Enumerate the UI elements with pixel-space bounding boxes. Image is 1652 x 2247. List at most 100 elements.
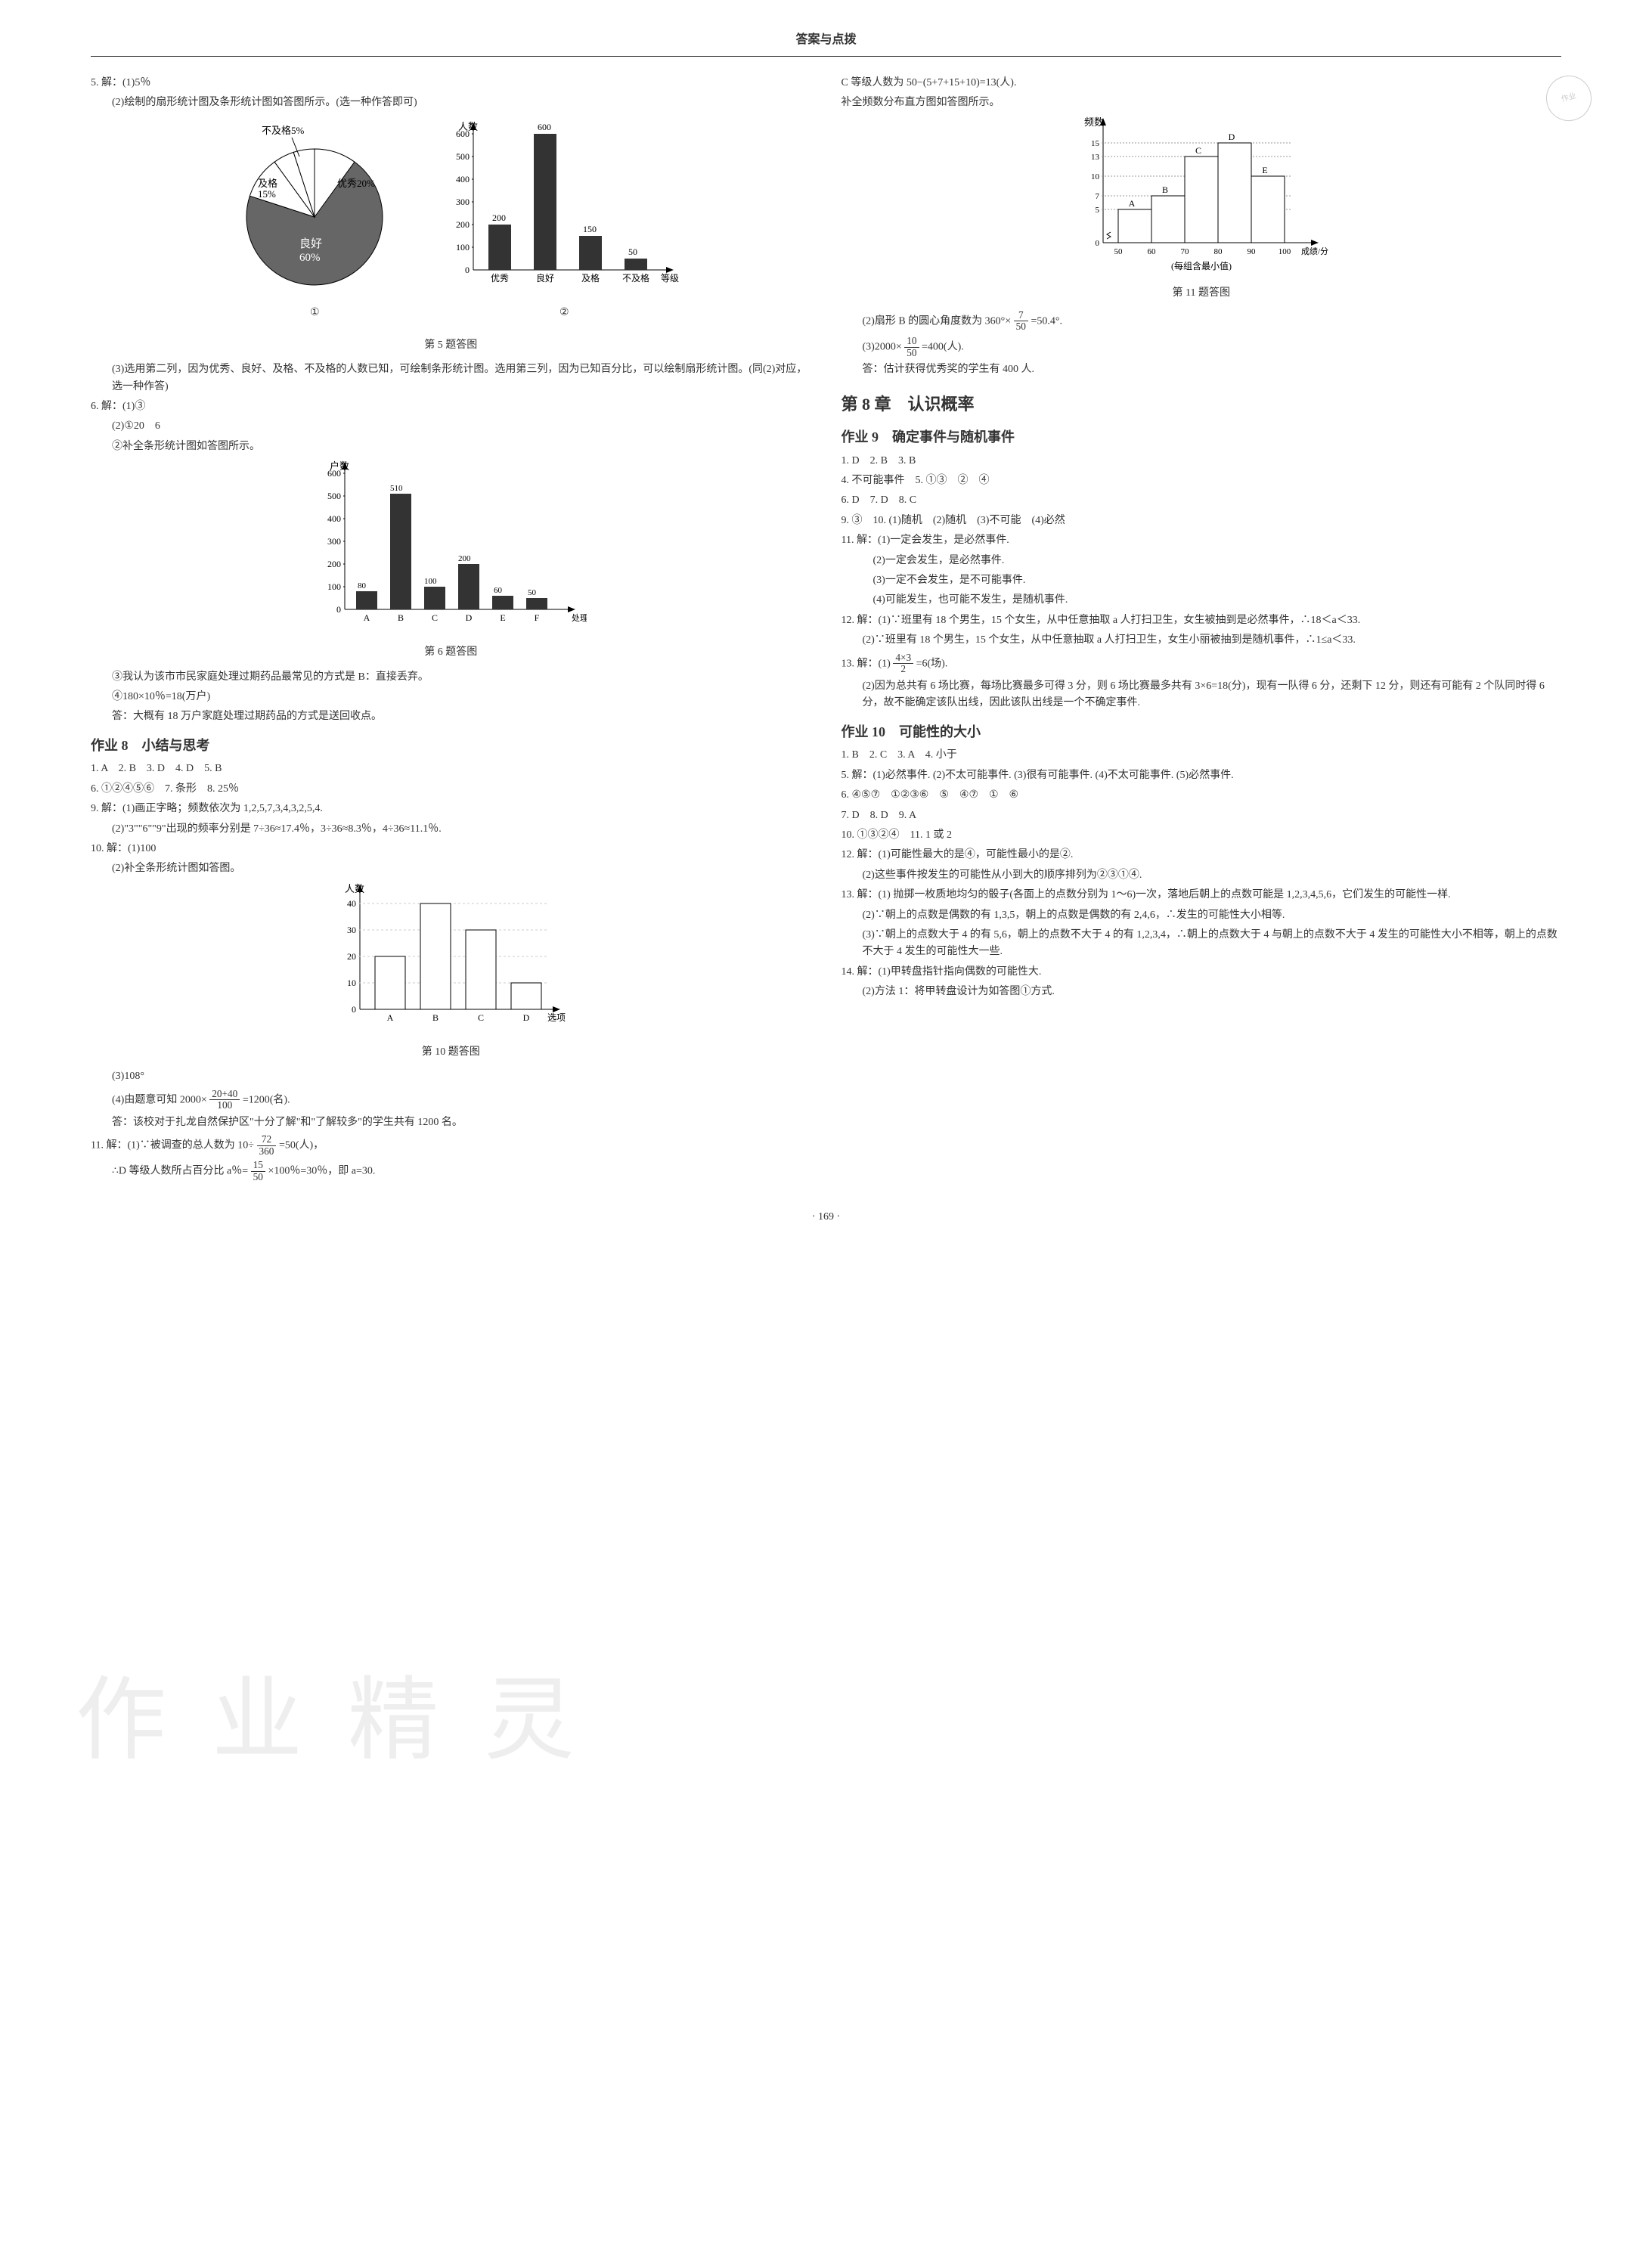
svg-text:B: B bbox=[432, 1012, 439, 1023]
svg-text:60: 60 bbox=[1147, 247, 1156, 256]
svg-text:50: 50 bbox=[528, 588, 537, 597]
svg-text:0: 0 bbox=[1095, 239, 1099, 248]
svg-text:频数: 频数 bbox=[1084, 116, 1104, 128]
svg-text:80: 80 bbox=[358, 581, 367, 590]
svg-text:C: C bbox=[1195, 145, 1201, 156]
text-line: 9. 解：(1)画正字略；频数依次为 1,2,5,7,3,4,3,2,5,4. bbox=[91, 801, 811, 817]
text-line: (2)①20 6 bbox=[91, 418, 811, 435]
svg-text:60%: 60% bbox=[299, 252, 321, 264]
bar-chart-q5: 人数 0 100 200 300 400 500 600 200 bbox=[443, 119, 685, 329]
text-line: 4. 不可能事件 5. ①③ ② ④ bbox=[841, 473, 1562, 489]
text-line: (2)补全条形统计图如答图。 bbox=[91, 860, 811, 877]
svg-text:选项: 选项 bbox=[547, 1012, 566, 1023]
charts-q5: 优秀20% 及格 15% 良好 60% 不及格5% ① bbox=[91, 119, 811, 329]
text-span: (4)由题意可知 2000× bbox=[112, 1094, 207, 1105]
text-line: (2)∵班里有 18 个男生，15 个女生，从中任意抽取 a 人打扫卫生，女生小… bbox=[841, 632, 1562, 649]
chart-caption: 第 10 题答图 bbox=[91, 1044, 811, 1061]
svg-text:200: 200 bbox=[456, 219, 470, 230]
text-line: 6. 解：(1)③ bbox=[91, 398, 811, 415]
text-line: ∴D 等级人数所占百分比 a％= 1550 ×100％=30％，即 a=30. bbox=[91, 1160, 811, 1182]
text-line: 1. A 2. B 3. D 4. D 5. B bbox=[91, 761, 811, 777]
svg-text:510: 510 bbox=[390, 484, 403, 493]
svg-text:D: D bbox=[466, 612, 473, 623]
svg-text:15%: 15% bbox=[258, 188, 276, 200]
svg-text:0: 0 bbox=[336, 604, 341, 615]
text-line: 6. ④⑤⑦ ①②③⑥ ⑤ ④⑦ ① ⑥ bbox=[841, 787, 1562, 804]
text-line: 14. 解：(1)甲转盘指针指向偶数的可能性大. bbox=[841, 964, 1562, 981]
text-span: (2)扇形 B 的圆心角度数为 360°× bbox=[863, 315, 1012, 327]
fraction: 1550 bbox=[251, 1160, 265, 1182]
text-line: (3)2000× 1050 =400(人). bbox=[841, 336, 1562, 358]
svg-text:D: D bbox=[1228, 132, 1235, 142]
svg-text:600: 600 bbox=[538, 122, 551, 132]
pie-chart-q5: 优秀20% 及格 15% 良好 60% 不及格5% ① bbox=[216, 119, 413, 329]
text-line: 11. 解：(1)一定会发生，是必然事件. bbox=[841, 532, 1562, 549]
svg-text:及格: 及格 bbox=[581, 272, 600, 284]
svg-text:C: C bbox=[432, 612, 438, 623]
svg-text:40: 40 bbox=[347, 898, 356, 909]
bar-chart-q10: 人数 0 10 20 30 40 AB CD 选项 bbox=[91, 881, 811, 1040]
chart-caption: 第 5 题答图 bbox=[91, 337, 811, 354]
svg-text:90: 90 bbox=[1247, 247, 1256, 256]
text-line: (2)一定会发生，是必然事件. bbox=[841, 553, 1562, 569]
svg-text:50: 50 bbox=[1114, 247, 1123, 256]
text-span: ∴D 等级人数所占百分比 a％= bbox=[112, 1166, 248, 1177]
fraction: 72360 bbox=[257, 1134, 277, 1157]
left-column: 5. 解：(1)5％ (2)绘制的扇形统计图及条形统计图如答图所示。(选一种作答… bbox=[91, 72, 811, 1186]
text-line: 补全频数分布直方图如答图所示。 bbox=[841, 95, 1562, 111]
svg-text:10: 10 bbox=[347, 978, 356, 988]
svg-text:200: 200 bbox=[492, 212, 506, 223]
text-line: 1. B 2. C 3. A 4. 小于 bbox=[841, 747, 1562, 764]
text-line: 答：估计获得优秀奖的学生有 400 人. bbox=[841, 361, 1562, 378]
section-title: 作业 8 小结与思考 bbox=[91, 735, 811, 757]
svg-text:300: 300 bbox=[327, 536, 341, 547]
text-line: 1. D 2. B 3. B bbox=[841, 453, 1562, 470]
text-line: 5. 解：(1)必然事件. (2)不太可能事件. (3)很有可能事件. (4)不… bbox=[841, 767, 1562, 784]
text-line: 答：大概有 18 万户家庭处理过期药品的方式是送回收点。 bbox=[91, 708, 811, 725]
svg-text:100: 100 bbox=[1279, 247, 1291, 256]
text-line: 6. ①②④⑤⑥ 7. 条形 8. 25％ bbox=[91, 781, 811, 798]
text-line: 12. 解：(1)∵班里有 18 个男生，15 个女生，从中任意抽取 a 人打扫… bbox=[841, 612, 1562, 629]
sub-label: ① bbox=[216, 305, 413, 321]
page-header: 答案与点拨 bbox=[91, 30, 1561, 57]
svg-text:600: 600 bbox=[456, 129, 470, 139]
svg-text:300: 300 bbox=[456, 197, 470, 207]
text-line: 5. 解：(1)5％ bbox=[91, 75, 811, 91]
svg-text:200: 200 bbox=[458, 554, 471, 563]
text-line: 9. ③ 10. (1)随机 (2)随机 (3)不可能 (4)必然 bbox=[841, 513, 1562, 529]
sub-label: ② bbox=[443, 305, 685, 321]
chart-caption: 第 11 题答图 bbox=[841, 285, 1562, 302]
text-span: =1200(名). bbox=[243, 1094, 290, 1105]
svg-text:200: 200 bbox=[327, 559, 341, 569]
svg-text:(每组含最小值): (每组含最小值) bbox=[1171, 260, 1232, 271]
text-line: C 等级人数为 50−(5+7+15+10)=13(人). bbox=[841, 75, 1562, 91]
chapter-title: 第 8 章 认识概率 bbox=[841, 391, 1562, 417]
text-line: (2)方法 1：将甲转盘设计为如答图①方式. bbox=[841, 984, 1562, 1000]
text-span: =50(人)， bbox=[279, 1140, 324, 1151]
svg-text:80: 80 bbox=[1213, 247, 1223, 256]
svg-text:及格: 及格 bbox=[258, 178, 277, 189]
text-line: (2)∵朝上的点数是偶数的有 1,3,5，朝上的点数是偶数的有 2,4,6，∴发… bbox=[841, 907, 1562, 924]
text-line: (4)可能发生，也可能不发生，是随机事件. bbox=[841, 592, 1562, 609]
text-line: (2)因为总共有 6 场比赛，每场比赛最多可得 3 分，则 6 场比赛最多共有 … bbox=[841, 678, 1562, 712]
fraction: 750 bbox=[1014, 310, 1028, 333]
svg-text:400: 400 bbox=[327, 513, 341, 524]
bar-chart-q6: 户数 0 100 200 300 400 500 600 80 510 100 … bbox=[91, 458, 811, 640]
text-line: (4)由题意可知 2000× 20+40100 =1200(名). bbox=[91, 1089, 811, 1111]
background-watermark: 作业精灵 bbox=[76, 1648, 620, 1793]
svg-text:500: 500 bbox=[456, 151, 470, 162]
svg-text:B: B bbox=[1162, 184, 1168, 195]
text-line: ②补全条形统计图如答图所示。 bbox=[91, 439, 811, 455]
svg-text:不及格: 不及格 bbox=[622, 272, 649, 284]
text-span: 11. 解：(1)∵被调查的总人数为 10÷ bbox=[91, 1140, 254, 1151]
text-line: (3)∵朝上的点数大于 4 的有 5,6，朝上的点数不大于 4 的有 1,2,3… bbox=[841, 927, 1562, 961]
text-span: =6(场). bbox=[916, 658, 948, 669]
text-line: (3)108° bbox=[91, 1068, 811, 1085]
text-span: =400(人). bbox=[922, 341, 964, 352]
text-line: 7. D 8. D 9. A bbox=[841, 807, 1562, 824]
text-line: 6. D 7. D 8. C bbox=[841, 492, 1562, 509]
svg-text:70: 70 bbox=[1180, 247, 1189, 256]
section-title: 作业 9 确定事件与随机事件 bbox=[841, 426, 1562, 448]
svg-text:100: 100 bbox=[456, 242, 470, 253]
svg-text:处理方式: 处理方式 bbox=[572, 612, 587, 623]
